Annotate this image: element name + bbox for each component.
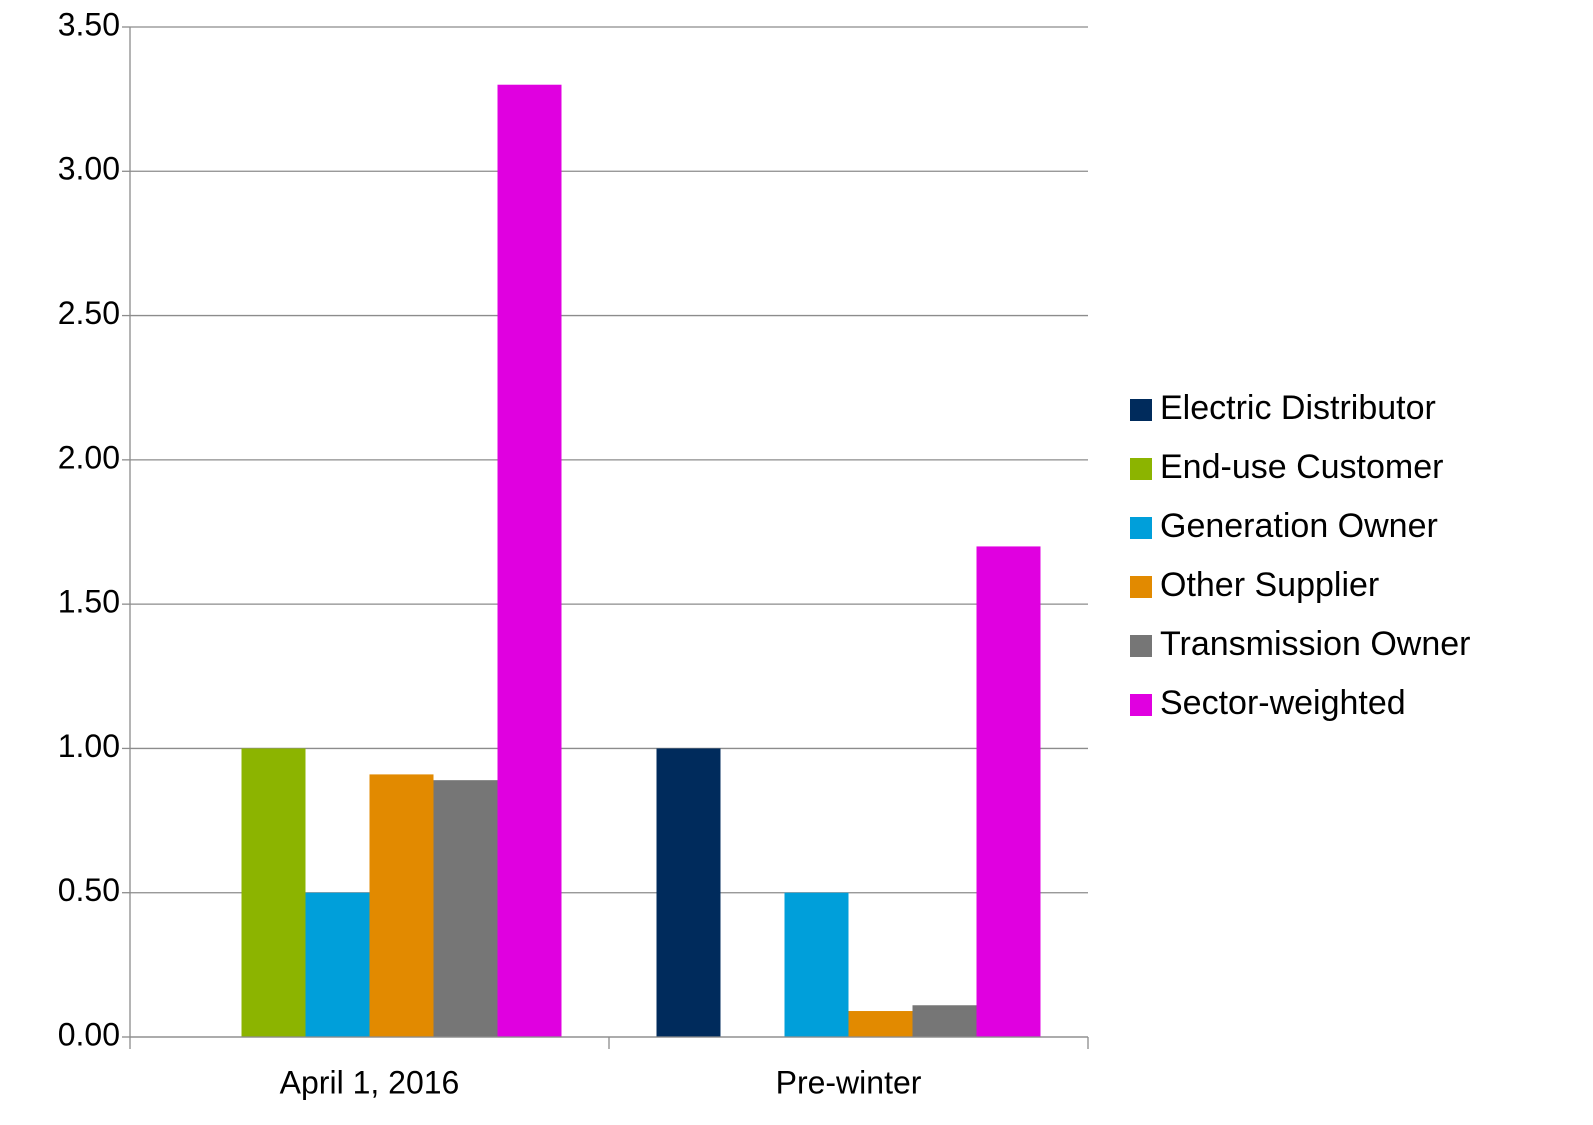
y-tick-label: 1.00 — [58, 728, 120, 764]
legend-label: Electric Distributor — [1160, 389, 1436, 427]
bar — [241, 748, 306, 1037]
bar — [656, 748, 721, 1037]
x-tick-label: Pre-winter — [776, 1064, 922, 1100]
y-tick-label: 1.50 — [58, 584, 120, 620]
legend-swatch — [1130, 399, 1152, 421]
legend-swatch — [1130, 458, 1152, 480]
legend-swatch — [1130, 576, 1152, 598]
x-tick-label: April 1, 2016 — [280, 1064, 460, 1100]
y-tick-label: 2.00 — [58, 439, 120, 475]
y-tick-label: 2.50 — [58, 295, 120, 331]
bar — [497, 84, 562, 1037]
legend-swatch — [1130, 517, 1152, 539]
legend-label: Transmission Owner — [1160, 625, 1470, 663]
legend-swatch — [1130, 635, 1152, 657]
bar — [433, 780, 498, 1037]
y-tick-label: 0.00 — [58, 1016, 120, 1052]
legend-label: Generation Owner — [1160, 507, 1438, 545]
bar — [912, 1005, 977, 1037]
legend-swatch — [1130, 694, 1152, 716]
bar — [369, 774, 434, 1037]
legend-label: Sector-weighted — [1160, 684, 1406, 722]
y-tick-label: 3.00 — [58, 151, 120, 187]
bar — [305, 892, 370, 1037]
y-tick-label: 0.50 — [58, 872, 120, 908]
bar — [784, 892, 849, 1037]
bar — [976, 546, 1041, 1037]
y-tick-label: 3.50 — [58, 6, 120, 42]
legend-label: Other Supplier — [1160, 566, 1379, 604]
legend-label: End-use Customer — [1160, 448, 1443, 486]
bar — [848, 1011, 913, 1037]
